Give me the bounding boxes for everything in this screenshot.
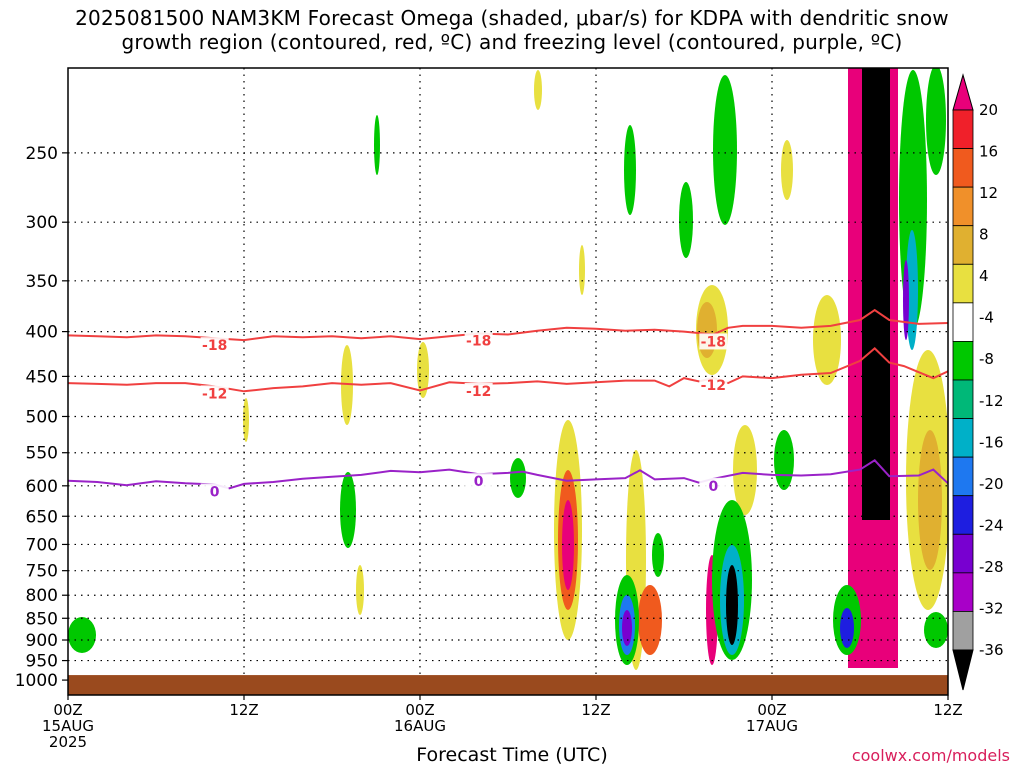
- y-tick-label: 1000: [15, 671, 58, 691]
- contour-label: -18: [202, 338, 227, 354]
- x-tick-label: 00Z: [53, 701, 82, 719]
- y-tick-label: 300: [26, 213, 58, 233]
- omega-shading: [68, 68, 948, 670]
- contour-label-bg: [464, 382, 493, 399]
- y-tick-label: 850: [26, 609, 58, 629]
- contour-line: [67, 347, 949, 393]
- contour-label-bg: [464, 473, 493, 490]
- contour-label-bg: [699, 477, 728, 494]
- y-axis: 2503003504004505005506006507007508008509…: [15, 144, 68, 691]
- contour-label-bg: [200, 385, 229, 402]
- y-tick-label: 500: [26, 407, 58, 427]
- y-tick-label: 450: [26, 367, 58, 387]
- colorbar-label: -12: [979, 392, 1004, 410]
- y-tick-label: 650: [26, 507, 58, 527]
- colorbar-segment: [952, 533, 974, 574]
- colorbar: 20 16 12 8 4 -4 -8 -12 -16 -20 -24 -28 -32 -36: [952, 73, 1004, 691]
- colorbar-label: -32: [979, 599, 1004, 617]
- y-tick-label: 600: [26, 477, 58, 497]
- x-tick-label: 12Z: [581, 701, 610, 719]
- y-tick-label: 400: [26, 323, 58, 343]
- colorbar-label: -24: [979, 516, 1004, 534]
- contour-label-bg: [699, 333, 728, 350]
- dark-updraft-column: [848, 68, 898, 668]
- x-tick-date: 17AUG: [746, 717, 798, 735]
- ground-surface: [68, 675, 948, 695]
- x-tick-label: 12Z: [229, 701, 258, 719]
- colorbar-bottom-arrow: [952, 649, 974, 691]
- upper-green-blobs: [68, 68, 948, 653]
- y-tick-label: 750: [26, 562, 58, 582]
- credit-text: coolwx.com/models: [851, 746, 1010, 765]
- contour-label: 0: [708, 479, 718, 495]
- colorbar-segment: [952, 456, 974, 497]
- colorbar-label: -16: [979, 433, 1004, 451]
- y-tick-label: 350: [26, 272, 58, 292]
- colorbar-segment: [952, 341, 974, 381]
- colorbar-label: -8: [979, 350, 994, 368]
- contour-label: 0: [210, 485, 220, 501]
- chart-title-line1: 2025081500 NAM3KM Forecast Omega (shaded…: [75, 6, 949, 30]
- contour-label: -18: [701, 334, 726, 350]
- contour-label-bg: [699, 377, 728, 394]
- colorbar-segment: [952, 611, 974, 651]
- colorbar-label: -36: [979, 641, 1004, 659]
- y-tick-label: 950: [26, 652, 58, 672]
- colorbar-segment: [952, 495, 974, 535]
- y-tick-label: 550: [26, 444, 58, 464]
- chart-title-line2: growth region (contoured, red, ºC) and f…: [121, 30, 903, 54]
- y-tick-label: 250: [26, 144, 58, 164]
- x-tick-label: 00Z: [405, 701, 434, 719]
- colorbar-label: -20: [979, 475, 1004, 493]
- colorbar-label: 4: [979, 267, 989, 285]
- colorbar-label: 8: [979, 226, 989, 244]
- x-tick-label: 12Z: [933, 701, 962, 719]
- y-tick-label: 800: [26, 586, 58, 606]
- contour-label-bg: [200, 483, 229, 500]
- contour-label-bg: [200, 337, 229, 354]
- contour-label: -12: [701, 378, 726, 394]
- colorbar-segment: [952, 302, 974, 342]
- contour-label: -12: [202, 386, 227, 402]
- colorbar-segment: [952, 109, 974, 149]
- contour-label: 0: [474, 474, 484, 490]
- y-tick-label: 900: [26, 631, 58, 651]
- colorbar-label: -4: [979, 309, 994, 327]
- plot-frame: [67, 67, 949, 696]
- colorbar-segment: [952, 225, 974, 265]
- colorbar-segment: [952, 379, 974, 419]
- colorbar-label: -28: [979, 558, 1004, 576]
- contour-label: -12: [466, 384, 491, 400]
- colorbar-segment: [952, 148, 974, 188]
- lower-convective-cores: [554, 420, 861, 670]
- x-tick-year: 2025: [49, 733, 87, 751]
- contour-label-bg: [464, 332, 493, 349]
- y-tick-label: 700: [26, 535, 58, 555]
- contour-label: -18: [466, 334, 491, 350]
- grid: [68, 68, 948, 695]
- x-tick-date: 16AUG: [394, 717, 446, 735]
- colorbar-segment: [952, 418, 974, 458]
- colorbar-label: 16: [979, 143, 998, 161]
- colorbar-top-arrow: [952, 73, 974, 111]
- contour-lines: -18 -18 -18 -12 -12 -12 0 0 0: [67, 308, 949, 501]
- x-tick-date: 15AUG: [42, 717, 94, 735]
- x-axis-label: Forecast Time (UTC): [416, 744, 608, 766]
- colorbar-label: 12: [979, 184, 998, 202]
- colorbar-label: 20: [979, 101, 998, 119]
- colorbar-segment: [952, 572, 974, 612]
- colorbar-segment: [952, 263, 974, 304]
- x-tick-label: 00Z: [757, 701, 786, 719]
- contour-line: [67, 459, 949, 490]
- colorbar-segment: [952, 186, 974, 227]
